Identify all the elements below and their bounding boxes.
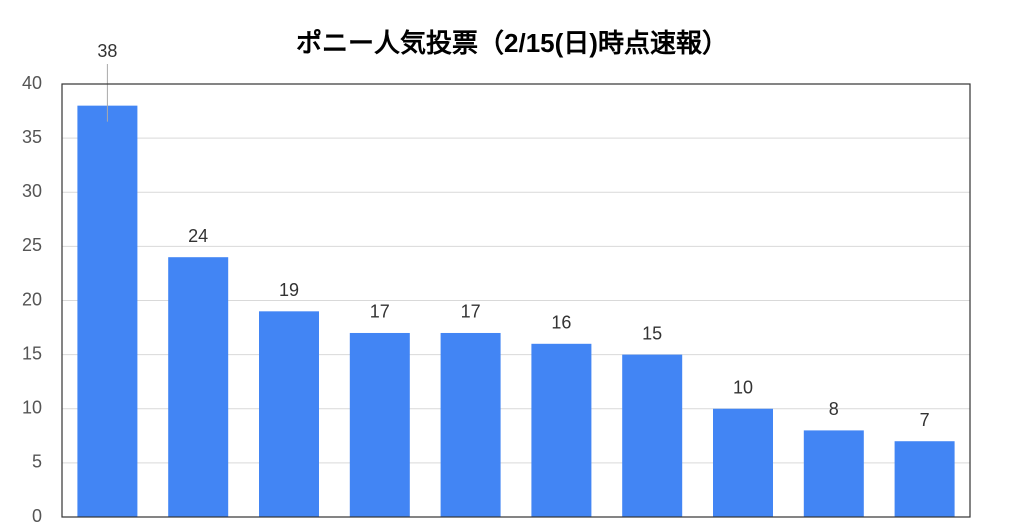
bar: [531, 343, 592, 517]
value-label: 24: [188, 226, 208, 246]
y-tick-label: 0: [32, 506, 42, 526]
value-label: 38: [97, 41, 117, 61]
bar: [259, 311, 319, 517]
y-tick-label: 20: [22, 289, 42, 309]
bar: [803, 430, 864, 517]
y-tick-label: 40: [22, 73, 42, 93]
bar: [894, 441, 955, 517]
y-tick-label: 30: [22, 181, 42, 201]
y-tick-label: 5: [32, 452, 42, 472]
chart-title: ポニー人気投票（2/15(日)時点速報）: [296, 28, 728, 58]
bar: [622, 354, 683, 517]
bar: [77, 105, 138, 518]
value-label: 8: [829, 399, 839, 419]
bar: [440, 332, 501, 517]
bar: [168, 257, 229, 517]
y-tick-label: 10: [22, 398, 42, 418]
value-label: 15: [642, 323, 662, 343]
plot-border: [61, 83, 971, 518]
value-label: 7: [920, 410, 930, 430]
y-tick-label: 15: [22, 343, 42, 363]
value-label: 17: [370, 302, 390, 322]
bar: [349, 332, 410, 517]
bar: [713, 408, 773, 517]
value-label: 10: [733, 378, 753, 398]
value-label: 17: [461, 302, 481, 322]
value-label: 19: [279, 280, 299, 300]
y-tick-label: 25: [22, 235, 42, 255]
y-tick-label: 35: [22, 127, 42, 147]
value-label: 16: [551, 313, 571, 333]
